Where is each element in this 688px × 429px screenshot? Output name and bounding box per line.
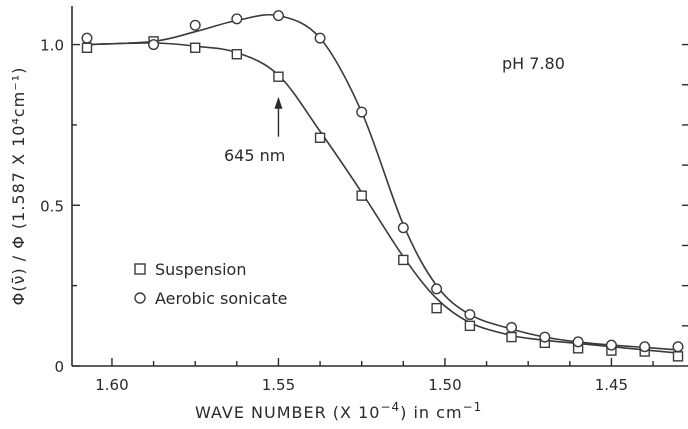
- legend-label-aerobic: Aerobic sonicate: [155, 289, 287, 308]
- series-line-circle: [86, 13, 679, 351]
- legend-marker-suspension: [134, 263, 146, 275]
- y-axis-title: Φ(ν̄) / Φ (1.587 X 10⁴cm⁻¹): [9, 67, 28, 306]
- point-aerobic-0: [81, 32, 93, 44]
- point-suspension-8: [431, 302, 442, 314]
- x-axis-title-tail-exp: −1: [463, 400, 483, 414]
- point-suspension-10: [506, 331, 517, 343]
- legend-label-suspension: Suspension: [155, 260, 246, 279]
- point-aerobic-1: [148, 39, 160, 51]
- point-suspension-0: [81, 42, 93, 53]
- x-tick-label-1: 1.55: [262, 376, 295, 394]
- legend-marker-aerobic: [134, 292, 146, 304]
- point-aerobic-8: [431, 283, 443, 295]
- x-axis-title-tail: ) in cm: [400, 403, 462, 422]
- point-suspension-4: [273, 71, 284, 82]
- x-axis-title-main: WAVE NUMBER (X 10: [195, 403, 380, 422]
- x-tick-label-2: 1.50: [428, 376, 461, 394]
- point-suspension-6: [356, 190, 367, 201]
- point-suspension-9: [464, 320, 476, 332]
- x-axis-title: WAVE NUMBER (X 10−4) in cm−1: [195, 400, 482, 422]
- x-axis-title-exp: −4: [380, 400, 400, 414]
- y-tick-label-1: 0.5: [40, 197, 64, 215]
- point-aerobic-2: [189, 19, 201, 31]
- markers: [81, 10, 684, 362]
- arrow-annotation: [274, 96, 283, 137]
- point-aerobic-4: [272, 10, 284, 22]
- axes: [71, 6, 688, 367]
- arrow-label: 645 nm: [224, 146, 285, 165]
- point-aerobic-13: [605, 339, 617, 351]
- x-tick-label-3: 1.45: [595, 376, 628, 394]
- point-suspension-2: [189, 42, 201, 53]
- point-suspension-7: [398, 254, 409, 266]
- point-aerobic-5: [314, 32, 326, 44]
- point-suspension-15: [672, 351, 684, 362]
- point-aerobic-15: [672, 341, 684, 353]
- series-line-square: [86, 42, 679, 354]
- point-aerobic-3: [231, 13, 243, 25]
- point-aerobic-12: [572, 336, 584, 348]
- point-aerobic-9: [464, 309, 476, 321]
- arrow-head: [274, 96, 283, 109]
- point-aerobic-7: [397, 222, 409, 234]
- ph-annotation: pH 7.80: [502, 54, 565, 73]
- curves: [86, 13, 679, 354]
- y-tick-label-2: 1.0: [40, 37, 64, 55]
- point-aerobic-11: [539, 331, 551, 343]
- ticks: 1.60 1.55 1.50 1.45 0 0.5 1.0: [40, 37, 688, 394]
- point-aerobic-6: [356, 106, 368, 118]
- point-suspension-5: [314, 132, 326, 143]
- x-tick-label-0: 1.60: [95, 376, 128, 394]
- point-suspension-3: [231, 49, 243, 60]
- legend: Suspension Aerobic sonicate: [134, 260, 287, 308]
- point-aerobic-10: [506, 321, 518, 333]
- y-tick-label-0: 0: [54, 358, 64, 376]
- point-aerobic-14: [639, 341, 651, 353]
